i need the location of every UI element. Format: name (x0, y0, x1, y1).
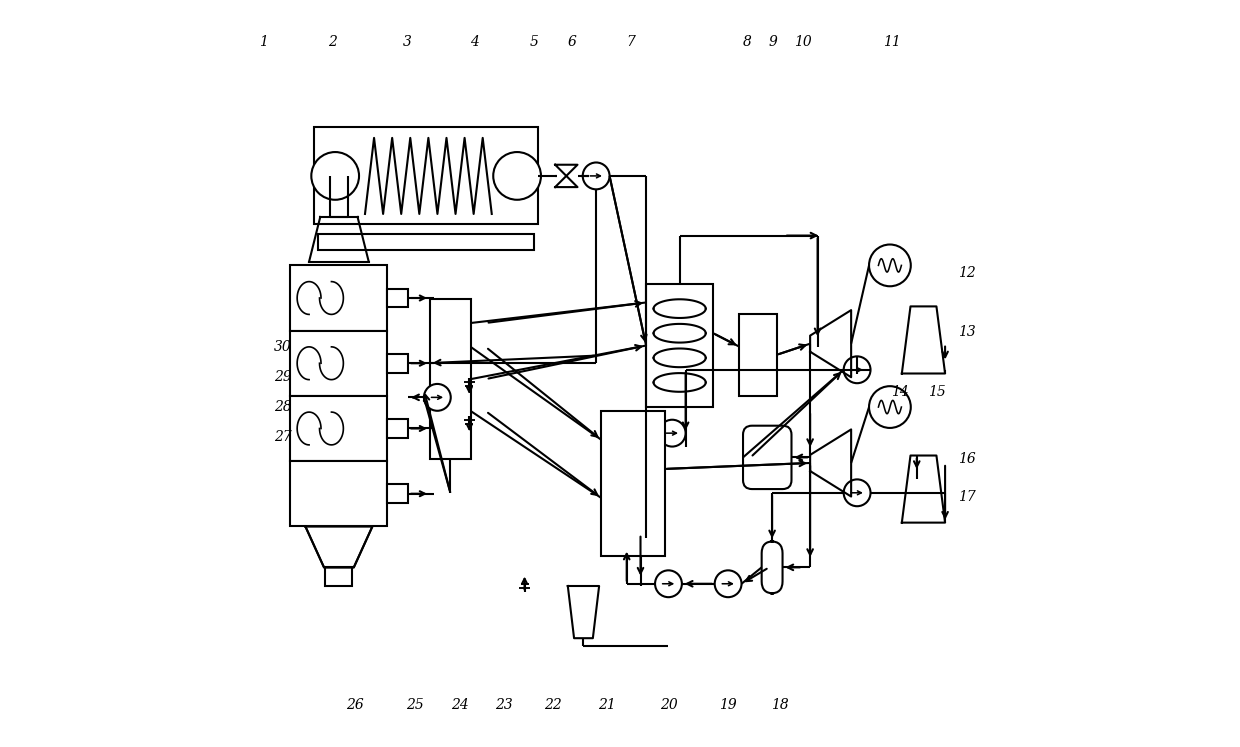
Text: 30: 30 (274, 341, 291, 354)
Bar (290, 396, 387, 461)
Text: 22: 22 (544, 698, 562, 713)
Circle shape (583, 163, 610, 189)
Circle shape (714, 571, 742, 597)
Circle shape (869, 386, 911, 428)
Circle shape (869, 244, 911, 286)
Circle shape (843, 480, 870, 506)
Text: 3: 3 (403, 34, 412, 49)
Text: 13: 13 (957, 326, 976, 339)
Text: 4: 4 (470, 34, 479, 49)
Text: 16: 16 (957, 452, 976, 466)
Bar (387, 288, 408, 307)
Polygon shape (305, 527, 372, 568)
Text: 5: 5 (529, 34, 538, 49)
Text: 20: 20 (660, 698, 677, 713)
Text: 6: 6 (567, 34, 575, 49)
Bar (739, 314, 776, 396)
Text: 28: 28 (274, 400, 291, 414)
Circle shape (494, 152, 541, 199)
Text: 12: 12 (957, 266, 976, 280)
Text: 23: 23 (496, 698, 513, 713)
Text: 17: 17 (957, 489, 976, 503)
Bar (387, 419, 408, 438)
Text: 11: 11 (883, 34, 901, 49)
Text: 2: 2 (329, 34, 337, 49)
Circle shape (843, 356, 870, 383)
Circle shape (311, 152, 360, 199)
FancyBboxPatch shape (761, 542, 782, 593)
Polygon shape (568, 586, 599, 638)
Text: 18: 18 (771, 698, 789, 713)
Bar (290, 265, 387, 331)
Text: 26: 26 (346, 698, 365, 713)
Bar (387, 354, 408, 373)
Polygon shape (810, 310, 851, 377)
Polygon shape (901, 456, 945, 523)
Text: 8: 8 (743, 34, 751, 49)
Bar (290, 331, 387, 396)
Text: 29: 29 (274, 371, 291, 384)
Circle shape (655, 571, 682, 597)
Text: 15: 15 (928, 385, 946, 399)
Text: 19: 19 (719, 698, 737, 713)
Bar (430, 299, 471, 459)
Text: 7: 7 (626, 34, 636, 49)
FancyBboxPatch shape (743, 426, 791, 489)
Bar (290, 461, 387, 527)
Bar (387, 484, 408, 503)
Polygon shape (901, 306, 945, 374)
Text: 27: 27 (274, 430, 291, 444)
Text: 9: 9 (769, 34, 777, 49)
Polygon shape (810, 430, 851, 497)
Bar (646, 284, 713, 407)
Text: 25: 25 (405, 698, 424, 713)
Circle shape (424, 384, 451, 411)
Bar (314, 128, 538, 224)
Text: 24: 24 (451, 698, 469, 713)
Bar (601, 411, 665, 557)
Circle shape (658, 420, 686, 447)
Text: 1: 1 (259, 34, 268, 49)
Bar (325, 568, 352, 586)
Text: 10: 10 (794, 34, 811, 49)
Text: 14: 14 (890, 385, 909, 399)
Bar (317, 234, 534, 250)
Text: 21: 21 (599, 698, 616, 713)
